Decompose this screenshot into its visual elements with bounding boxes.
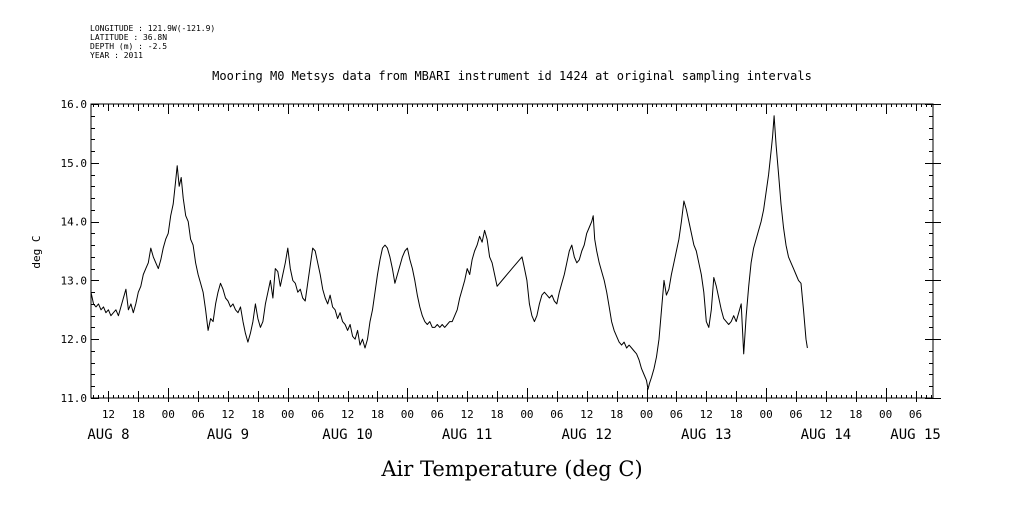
x-tick-label: 00 — [401, 408, 414, 421]
x-tick-label: 12 — [341, 408, 354, 421]
x-tick-label: 12 — [580, 408, 593, 421]
y-axis-label: deg C — [30, 235, 43, 268]
x-tick-label: 06 — [431, 408, 444, 421]
y-tick-label: 12.0 — [61, 333, 88, 346]
x-tick-label: 00 — [162, 408, 175, 421]
x-tick-label: 18 — [610, 408, 623, 421]
air-temperature-line — [90, 115, 808, 390]
x-axis-label: Air Temperature (deg C) — [380, 457, 642, 481]
x-tick-label: 06 — [550, 408, 563, 421]
y-tick-label: 15.0 — [61, 157, 88, 170]
x-tick-label: 12 — [819, 408, 832, 421]
plot-frame — [90, 103, 934, 399]
x-tick-label: 18 — [730, 408, 743, 421]
x-tick-label: 06 — [789, 408, 802, 421]
x-day-label: AUG 8 — [87, 427, 129, 443]
x-tick-label: 18 — [490, 408, 503, 421]
y-tick-label: 16.0 — [61, 98, 88, 111]
x-tick-label: 12 — [102, 408, 115, 421]
depth-label: DEPTH (m) : -2.5 — [90, 42, 167, 51]
x-tick-label: 06 — [191, 408, 204, 421]
x-tick-label: 18 — [849, 408, 862, 421]
latitude-label: LATITUDE : 36.8N — [90, 33, 167, 42]
x-tick-label: 12 — [221, 408, 234, 421]
x-tick-label: 00 — [879, 408, 892, 421]
chart-title: Mooring M0 Metsys data from MBARI instru… — [212, 69, 812, 83]
data-layer — [90, 115, 808, 390]
year-label: YEAR : 2011 — [90, 51, 143, 60]
x-tick-label: 00 — [281, 408, 294, 421]
x-day-label: AUG 9 — [207, 427, 249, 443]
axes-layer: 11.0 12.0 13.0 14.0 15.0 16.0 12 18 00 06 12 18 00 06… — [61, 98, 941, 443]
y-tick-label: 13.0 — [61, 274, 88, 287]
y-tick-label: 11.0 — [61, 392, 88, 405]
x-tick-label: 18 — [371, 408, 384, 421]
x-tick-label: 06 — [670, 408, 683, 421]
x-tick-label: 18 — [251, 408, 264, 421]
x-tick-label: 12 — [700, 408, 713, 421]
x-tick-label: 12 — [461, 408, 474, 421]
x-tick-label: 06 — [909, 408, 922, 421]
longitude-label: LONGITUDE : 121.9W(-121.9) — [90, 24, 215, 33]
x-day-label: AUG 12 — [561, 427, 612, 443]
x-day-label: AUG 13 — [681, 427, 732, 443]
x-tick-label: 18 — [132, 408, 145, 421]
x-tick-label: 00 — [640, 408, 653, 421]
y-tick-label: 14.0 — [61, 216, 88, 229]
x-tick-label: 00 — [520, 408, 533, 421]
x-day-label: AUG 15 — [890, 427, 941, 443]
x-tick-label: 06 — [311, 408, 324, 421]
x-day-label: AUG 10 — [322, 427, 373, 443]
x-day-label: AUG 11 — [442, 427, 493, 443]
x-day-label: AUG 14 — [801, 427, 852, 443]
x-tick-label: 00 — [759, 408, 772, 421]
